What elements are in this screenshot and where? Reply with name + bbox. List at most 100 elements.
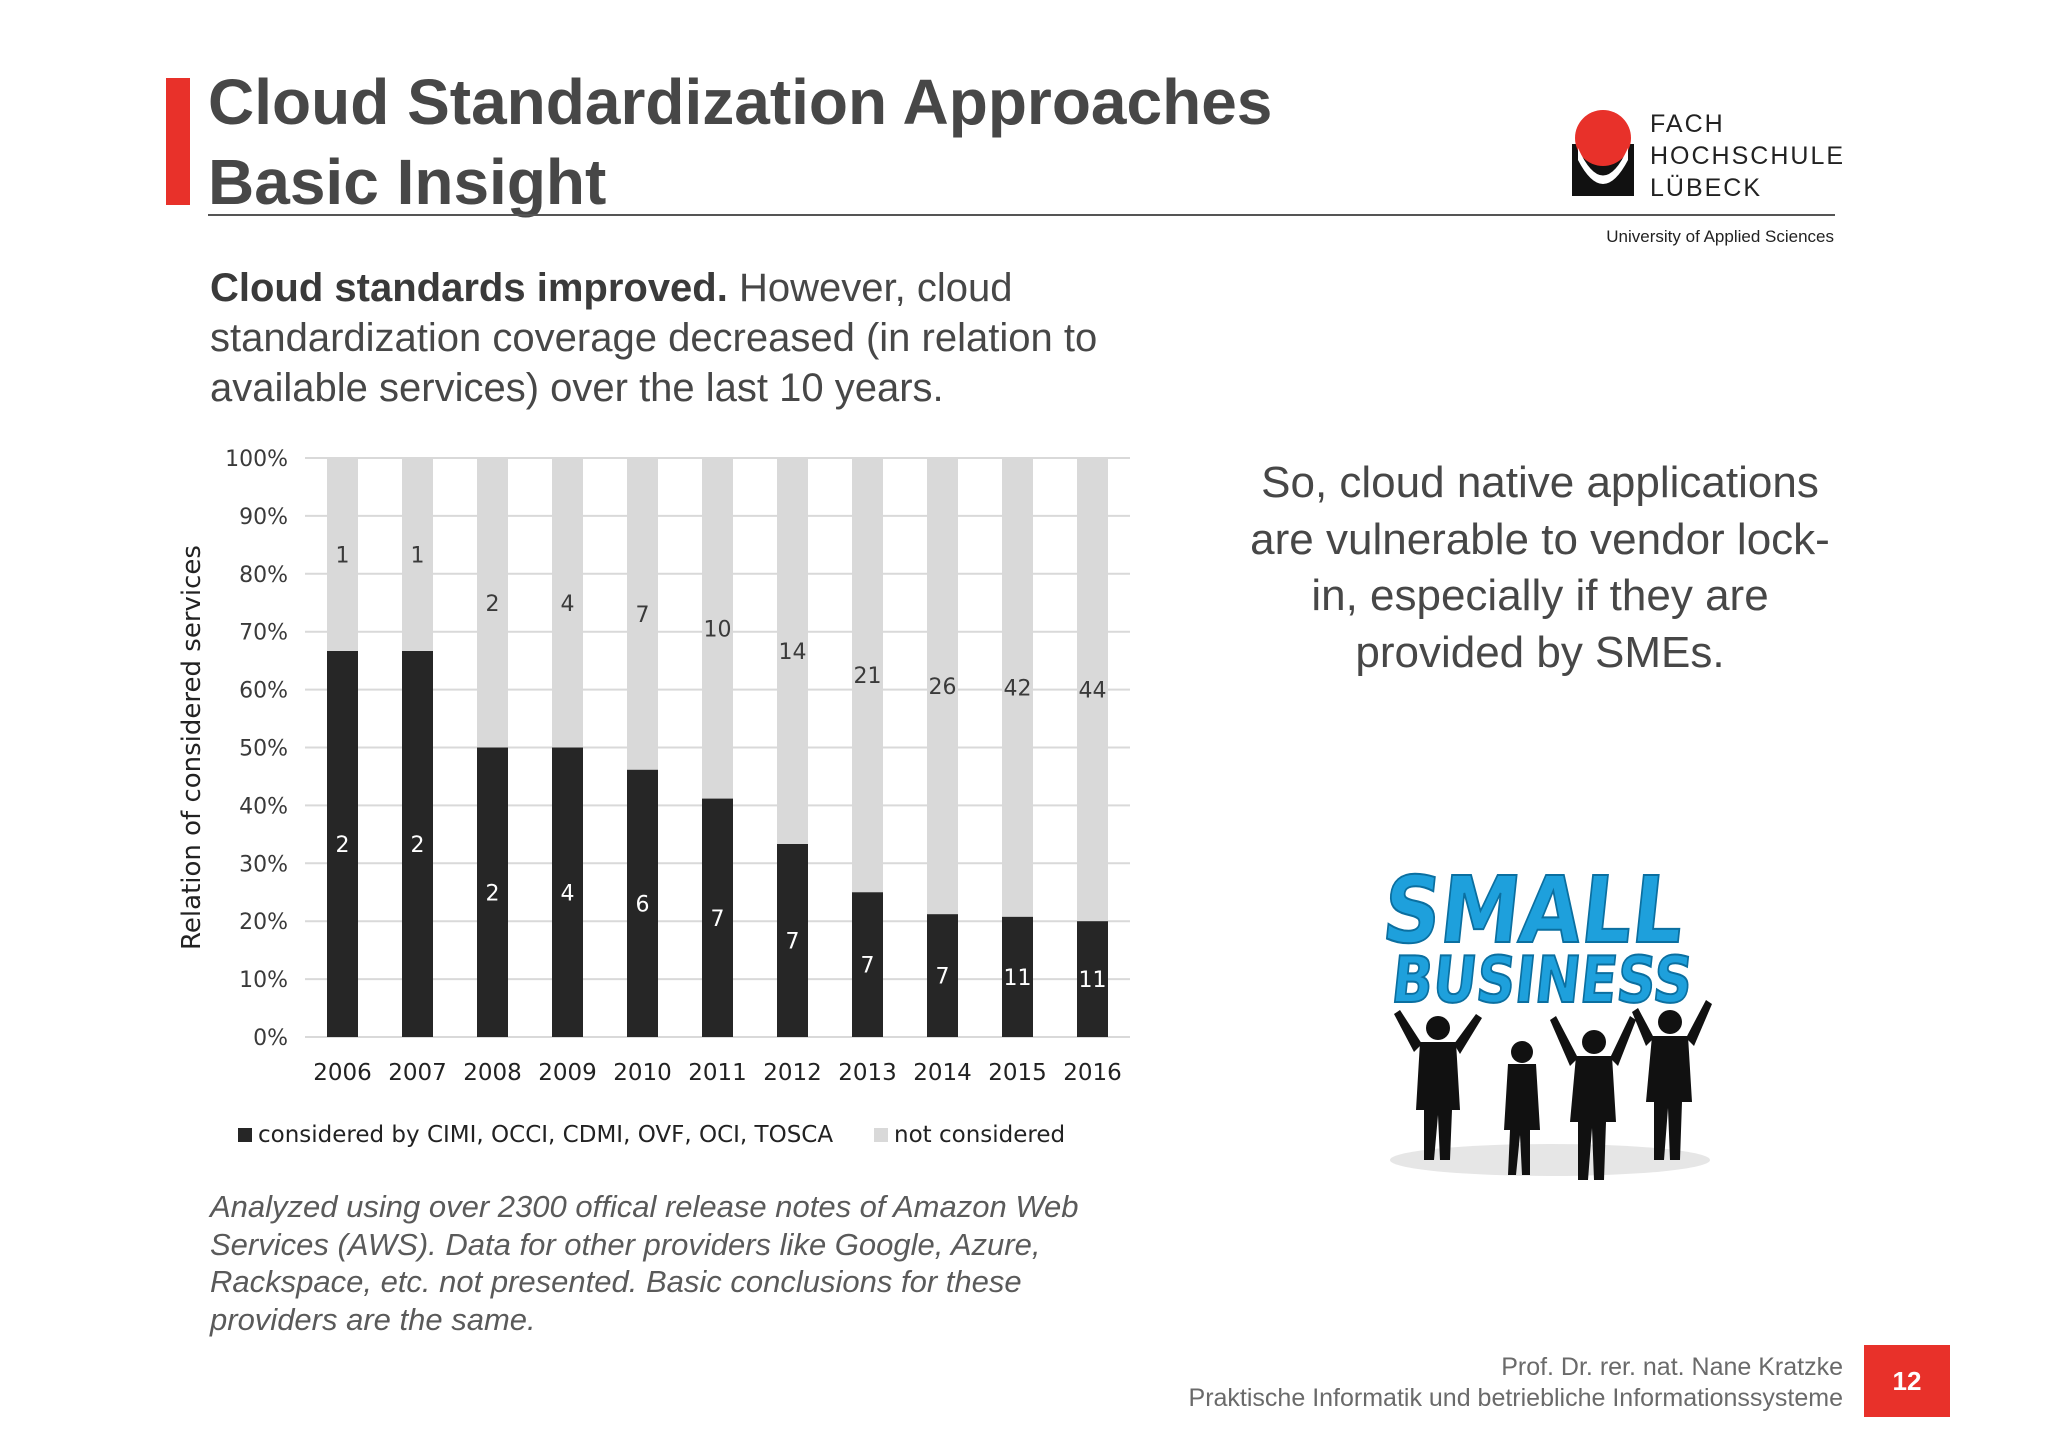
x-tick-label: 2011 <box>688 1060 747 1086</box>
people-silhouettes <box>1394 1000 1712 1180</box>
y-axis-label: Relation of considered services <box>177 545 207 950</box>
x-tick-label: 2013 <box>838 1060 897 1086</box>
data-label-not-considered: 21 <box>854 664 882 689</box>
bar-not-considered <box>1077 458 1108 922</box>
data-label-considered: 2 <box>486 881 500 906</box>
data-label-not-considered: 26 <box>929 675 957 700</box>
data-label-considered: 2 <box>411 833 425 858</box>
y-tick-label: 30% <box>239 852 288 877</box>
data-label-not-considered: 7 <box>636 603 650 628</box>
data-label-not-considered: 44 <box>1079 679 1107 704</box>
bar-not-considered <box>627 458 658 770</box>
small-business-word2: BUSINESS <box>1388 943 1696 1018</box>
university-logo-icon <box>1572 110 1634 196</box>
logo-line-1: FACH <box>1650 110 1725 138</box>
person-3 <box>1550 1016 1636 1180</box>
x-tick-label: 2010 <box>613 1060 672 1086</box>
footer-author: Prof. Dr. rer. nat. Nane Kratzke <box>1501 1353 1843 1381</box>
title-line-2: Basic Insight <box>208 146 607 218</box>
person-4 <box>1632 1000 1712 1160</box>
data-label-considered: 11 <box>1004 966 1032 991</box>
logo-line-3: LÜBECK <box>1650 174 1763 202</box>
data-label-not-considered: 42 <box>1004 676 1032 701</box>
headline-bold: Cloud standards improved. <box>210 266 728 310</box>
y-tick-label: 90% <box>239 505 288 530</box>
person-2 <box>1504 1041 1540 1175</box>
title-accent-bar <box>166 78 190 205</box>
data-label-not-considered: 2 <box>486 592 500 617</box>
headline-rest: However, cloud standardization coverage … <box>210 266 1098 410</box>
headline: Cloud standards improved. However, cloud… <box>210 263 1110 413</box>
bar-considered <box>852 892 883 1037</box>
data-label-considered: 2 <box>336 833 350 858</box>
title-line-1: Cloud Standardization Approaches <box>208 66 1273 138</box>
bar-considered <box>402 651 433 1037</box>
y-tick-label: 60% <box>239 679 288 704</box>
y-tick-label: 10% <box>239 968 288 993</box>
data-label-considered: 7 <box>936 965 950 990</box>
bar-considered <box>777 844 808 1037</box>
title-divider <box>208 214 1835 216</box>
bar-not-considered <box>852 458 883 893</box>
data-label-considered: 4 <box>561 881 575 906</box>
bar-not-considered <box>477 458 508 748</box>
small-business-graphic: SMALL BUSINESS <box>1377 855 1712 1180</box>
logo-line-2: HOCHSCHULE <box>1650 142 1846 170</box>
bar-considered <box>477 747 508 1037</box>
logo-subtitle: University of Applied Sciences <box>1606 227 1834 246</box>
footer: Prof. Dr. rer. nat. Nane Kratzke Praktis… <box>1189 1352 1843 1414</box>
x-tick-label: 2012 <box>763 1060 822 1086</box>
stacked-bar-chart: 0% 10% 20% 30% 40% 50% 60% 70% 80% 90% 100% Relatio… <box>177 447 1130 1148</box>
x-tick-label: 2008 <box>463 1060 522 1086</box>
ground-shadow <box>1390 1144 1710 1176</box>
y-tick-label: 80% <box>239 563 288 588</box>
x-tick-label: 2014 <box>913 1060 972 1086</box>
y-tick-label: 70% <box>239 621 288 646</box>
x-tick-label: 2006 <box>313 1060 372 1086</box>
bar-not-considered <box>1002 458 1033 917</box>
bar-not-considered <box>777 458 808 844</box>
bar-not-considered <box>402 458 433 651</box>
data-label-considered: 11 <box>1079 968 1107 993</box>
y-tick-label: 20% <box>239 910 288 935</box>
bar-considered <box>1077 921 1108 1037</box>
legend-swatch-not-considered <box>874 1128 888 1142</box>
x-tick-label: 2016 <box>1063 1060 1122 1086</box>
legend-label-considered: considered by CIMI, OCCI, CDMI, OVF, OCI… <box>258 1122 833 1148</box>
bar-considered <box>327 651 358 1037</box>
y-tick-label: 40% <box>239 794 288 819</box>
bar-not-considered <box>702 458 733 799</box>
x-tick-label: 2009 <box>538 1060 597 1086</box>
data-label-not-considered: 4 <box>561 592 575 617</box>
data-label-not-considered: 14 <box>779 640 807 665</box>
y-tick-label: 50% <box>239 737 288 762</box>
page-number: 12 <box>1864 1345 1950 1417</box>
bar-considered <box>627 769 658 1037</box>
legend-swatch-considered <box>238 1128 252 1142</box>
data-label-not-considered: 1 <box>411 544 425 569</box>
legend-label-not-considered: not considered <box>894 1122 1065 1148</box>
side-statement: So, cloud native applications are vulner… <box>1250 458 1830 677</box>
data-label-not-considered: 10 <box>704 617 732 642</box>
bar-not-considered <box>327 458 358 651</box>
bar-considered <box>702 798 733 1037</box>
data-label-not-considered: 1 <box>336 544 350 569</box>
logo-wordmark: FACH HOCHSCHULE LÜBECK <box>1650 108 1845 204</box>
data-label-considered: 7 <box>786 930 800 955</box>
x-tick-label: 2015 <box>988 1060 1047 1086</box>
bar-not-considered <box>552 458 583 748</box>
bar-considered <box>1002 916 1033 1037</box>
data-label-considered: 7 <box>861 954 875 979</box>
bar-considered <box>927 914 958 1037</box>
data-label-considered: 7 <box>711 907 725 932</box>
data-label-considered: 6 <box>636 892 650 917</box>
small-business-word1: SMALL <box>1378 856 1689 964</box>
x-tick-label: 2007 <box>388 1060 447 1086</box>
y-tick-label: 100% <box>225 447 288 472</box>
bar-considered <box>552 747 583 1037</box>
footer-department: Praktische Informatik und betriebliche I… <box>1188 1384 1843 1412</box>
person-1 <box>1394 1010 1482 1160</box>
analysis-note: Analyzed using over 2300 offical release… <box>210 1189 1079 1337</box>
bar-not-considered <box>927 458 958 915</box>
y-tick-label: 0% <box>253 1026 288 1051</box>
